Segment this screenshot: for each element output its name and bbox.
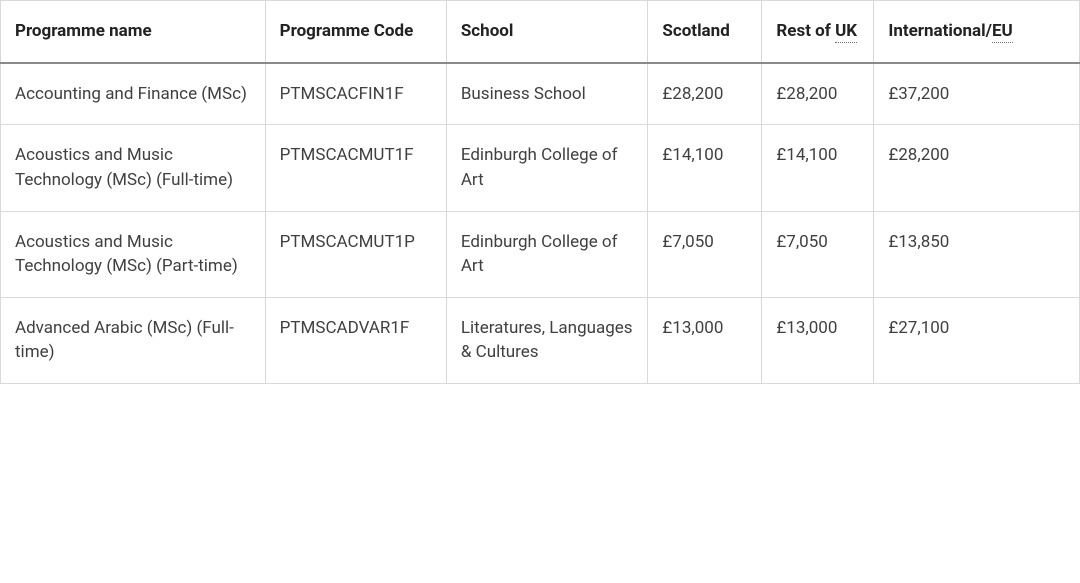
th-school: School: [446, 1, 648, 63]
cell-programme-code: PTMSCACMUT1P: [265, 211, 446, 297]
table-row: Accounting and Finance (MSc) PTMSCACFIN1…: [1, 63, 1080, 125]
cell-programme-code: PTMSCACFIN1F: [265, 63, 446, 125]
table-header-row: Programme name Programme Code School Sco…: [1, 1, 1080, 63]
cell-scotland: £14,100: [648, 125, 762, 211]
cell-school: Literatures, Languages & Cultures: [446, 297, 648, 383]
th-scotland: Scotland: [648, 1, 762, 63]
cell-programme-name: Advanced Arabic (MSc) (Full-time): [1, 297, 266, 383]
cell-international-eu: £13,850: [874, 211, 1080, 297]
cell-rest-of-uk: £28,200: [762, 63, 874, 125]
cell-school: Edinburgh College of Art: [446, 211, 648, 297]
th-programme-code: Programme Code: [265, 1, 446, 63]
table-container: Programme name Programme Code School Sco…: [0, 0, 1080, 384]
th-uk-abbr: UK: [835, 21, 857, 43]
th-international-eu: International/EU: [874, 1, 1080, 63]
table-row: Acoustics and Music Technology (MSc) (Fu…: [1, 125, 1080, 211]
table-body: Accounting and Finance (MSc) PTMSCACFIN1…: [1, 63, 1080, 384]
cell-scotland: £13,000: [648, 297, 762, 383]
cell-international-eu: £28,200: [874, 125, 1080, 211]
cell-school: Edinburgh College of Art: [446, 125, 648, 211]
cell-programme-name: Accounting and Finance (MSc): [1, 63, 266, 125]
cell-programme-name: Acoustics and Music Technology (MSc) (Pa…: [1, 211, 266, 297]
programme-fees-table: Programme name Programme Code School Sco…: [0, 0, 1080, 384]
cell-programme-code: PTMSCACMUT1F: [265, 125, 446, 211]
th-international-prefix: International/: [888, 21, 992, 41]
cell-international-eu: £27,100: [874, 297, 1080, 383]
table-row: Acoustics and Music Technology (MSc) (Pa…: [1, 211, 1080, 297]
th-programme-name: Programme name: [1, 1, 266, 63]
cell-school: Business School: [446, 63, 648, 125]
table-row: Advanced Arabic (MSc) (Full-time) PTMSCA…: [1, 297, 1080, 383]
cell-programme-code: PTMSCADVAR1F: [265, 297, 446, 383]
th-rest-of-uk: Rest of UK: [762, 1, 874, 63]
cell-programme-name: Acoustics and Music Technology (MSc) (Fu…: [1, 125, 266, 211]
cell-scotland: £28,200: [648, 63, 762, 125]
cell-scotland: £7,050: [648, 211, 762, 297]
th-rest-of-uk-prefix: Rest of: [776, 21, 835, 41]
th-eu-abbr: EU: [992, 21, 1013, 43]
cell-international-eu: £37,200: [874, 63, 1080, 125]
cell-rest-of-uk: £13,000: [762, 297, 874, 383]
cell-rest-of-uk: £14,100: [762, 125, 874, 211]
cell-rest-of-uk: £7,050: [762, 211, 874, 297]
